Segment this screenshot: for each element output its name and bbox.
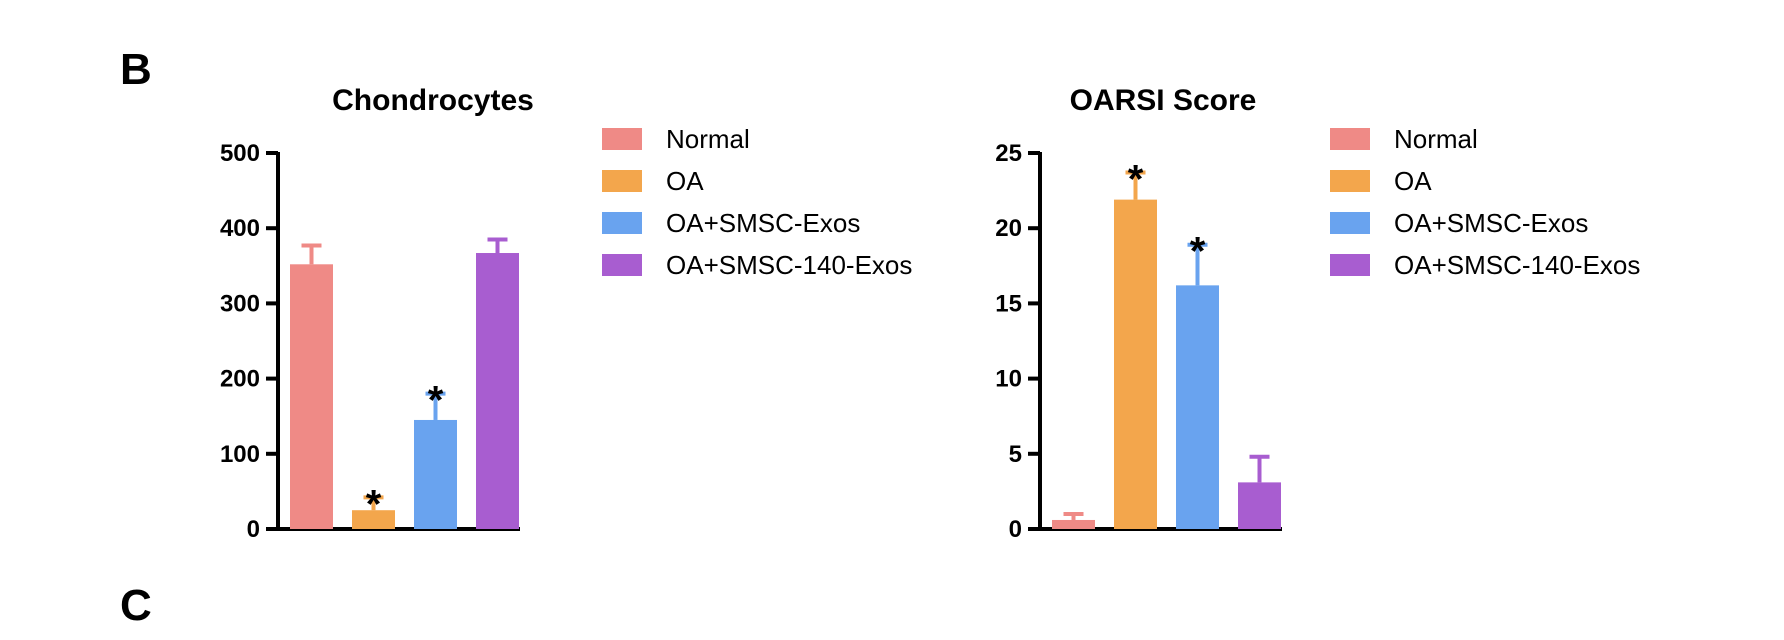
- panel-label-c: C: [120, 581, 152, 630]
- bar-2-2: [1114, 199, 1157, 529]
- legend-label-2-4: OA+SMSC-140-Exos: [1394, 250, 1640, 280]
- bar-1-4: [476, 253, 519, 530]
- legend-swatch-1-2: [602, 170, 642, 192]
- bar-1-1: [290, 264, 333, 529]
- chart-title-1: Chondrocytes: [332, 84, 534, 117]
- y-tick-label-1-0: 0: [247, 516, 260, 543]
- y-tick-label-2-15: 15: [995, 290, 1022, 317]
- y-tick-label-1-300: 300: [220, 290, 260, 317]
- legend-swatch-2-4: [1330, 254, 1370, 276]
- bar-2-4: [1238, 482, 1281, 529]
- bar-1-3: [414, 419, 457, 529]
- significance-mark-2-3: *: [1190, 230, 1206, 274]
- legend-label-1-1: Normal: [666, 124, 750, 154]
- legend-label-2-3: OA+SMSC-Exos: [1394, 208, 1588, 238]
- y-tick-label-2-20: 20: [995, 215, 1022, 242]
- legend-swatch-2-2: [1330, 170, 1370, 192]
- legend-swatch-1-3: [602, 212, 642, 234]
- bar-1-2: [352, 510, 395, 529]
- bar-2-3: [1176, 285, 1219, 529]
- y-tick-label-2-10: 10: [995, 366, 1022, 393]
- significance-mark-1-2: *: [366, 482, 382, 526]
- y-tick-label-2-0: 0: [1009, 516, 1022, 543]
- chart-title-2: OARSI Score: [1070, 84, 1257, 117]
- y-tick-label-1-500: 500: [220, 140, 260, 167]
- legend-swatch-1-1: [602, 128, 642, 150]
- legend-label-2-1: Normal: [1394, 124, 1478, 154]
- y-tick-label-1-400: 400: [220, 215, 260, 242]
- y-tick-label-1-100: 100: [220, 441, 260, 468]
- legend-swatch-2-1: [1330, 128, 1370, 150]
- y-tick-label-2-25: 25: [995, 140, 1022, 167]
- legend-swatch-1-4: [602, 254, 642, 276]
- legend-label-1-2: OA: [666, 166, 704, 196]
- significance-mark-2-2: *: [1128, 158, 1144, 202]
- legend-label-2-2: OA: [1394, 166, 1432, 196]
- panel-label-b: B: [120, 45, 152, 94]
- significance-mark-1-3: *: [428, 379, 444, 423]
- y-tick-label-1-200: 200: [220, 366, 260, 393]
- legend-label-1-3: OA+SMSC-Exos: [666, 208, 860, 238]
- y-tick-label-2-5: 5: [1009, 441, 1022, 468]
- legend-swatch-2-3: [1330, 212, 1370, 234]
- legend-label-1-4: OA+SMSC-140-Exos: [666, 250, 912, 280]
- bar-2-1: [1052, 519, 1095, 529]
